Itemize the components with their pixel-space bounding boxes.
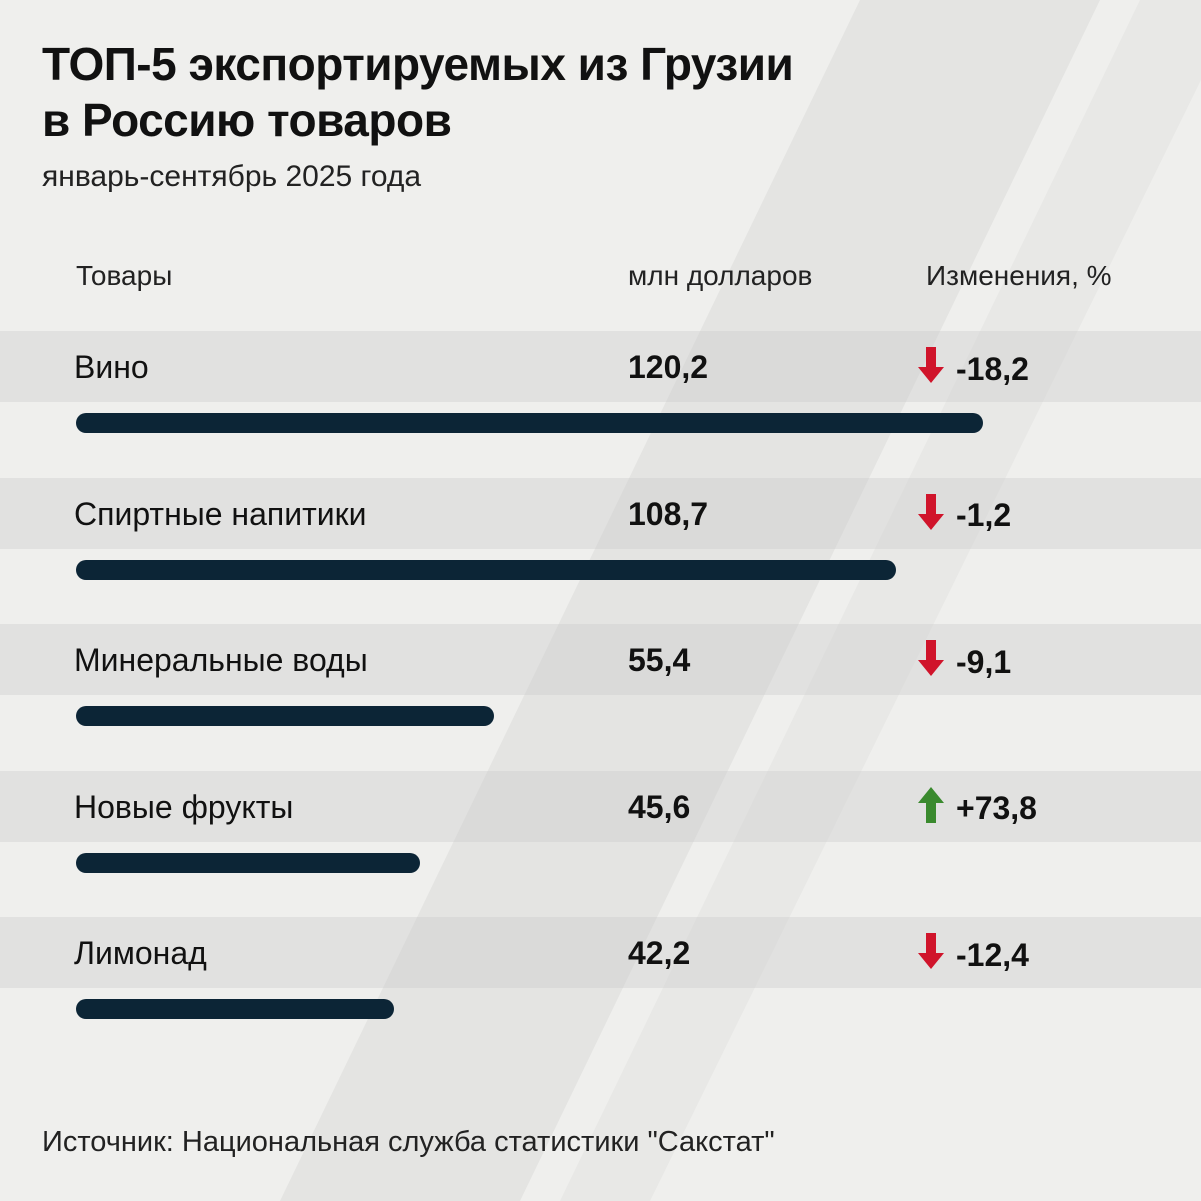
- value-label: 120,2: [628, 349, 709, 385]
- arrow-down-icon: [918, 933, 944, 977]
- chart-title: ТОП-5 экспортируемых из Грузии в Россию …: [42, 38, 794, 146]
- category-label: Минеральные воды: [74, 642, 368, 678]
- value-label: 45,6: [628, 788, 691, 825]
- category-label: Лимонад: [74, 935, 207, 971]
- row-band: [0, 624, 1201, 695]
- bar: [76, 413, 983, 433]
- arrow-down-icon: [918, 640, 944, 684]
- change-value: -18,2: [956, 350, 1029, 387]
- change-value: -1,2: [956, 497, 1012, 533]
- category-label: Спиртные напитики: [74, 495, 367, 532]
- stripe: [280, 0, 1100, 1201]
- value-label: 108,7: [628, 495, 709, 532]
- source-note: Источник: Национальная служба статистики…: [42, 1126, 775, 1158]
- change-value: -9,1: [956, 643, 1012, 680]
- row-band: [0, 917, 1201, 988]
- row-band: [0, 477, 1201, 549]
- bar: [76, 852, 421, 873]
- column-header-value: млн долларов: [628, 260, 813, 291]
- row-band: [0, 770, 1201, 842]
- category-label: Новые фрукты: [74, 788, 294, 825]
- arrow-down-icon: [918, 347, 944, 391]
- change-label: -1,2: [918, 493, 1012, 538]
- arrow-down-icon: [918, 493, 944, 538]
- column-header-change: Изменения, %: [926, 260, 1112, 291]
- change-label: -18,2: [918, 347, 1029, 391]
- category-label: Вино: [74, 349, 149, 385]
- change-label: -12,4: [918, 933, 1029, 977]
- stripe: [560, 0, 1201, 1201]
- value-label: 42,2: [628, 935, 691, 971]
- change-value: -12,4: [956, 936, 1029, 973]
- arrow-up-icon: [918, 786, 944, 831]
- change-value: +73,8: [956, 790, 1037, 826]
- chart-subtitle: январь-сентябрь 2025 года: [42, 160, 422, 193]
- row-band: [0, 331, 1201, 402]
- bar: [76, 999, 395, 1019]
- change-label: -9,1: [918, 640, 1011, 684]
- bar: [76, 706, 495, 726]
- column-header-goods: Товары: [76, 260, 173, 291]
- bar: [76, 559, 897, 580]
- change-label: +73,8: [918, 786, 1037, 831]
- value-label: 55,4: [628, 642, 691, 678]
